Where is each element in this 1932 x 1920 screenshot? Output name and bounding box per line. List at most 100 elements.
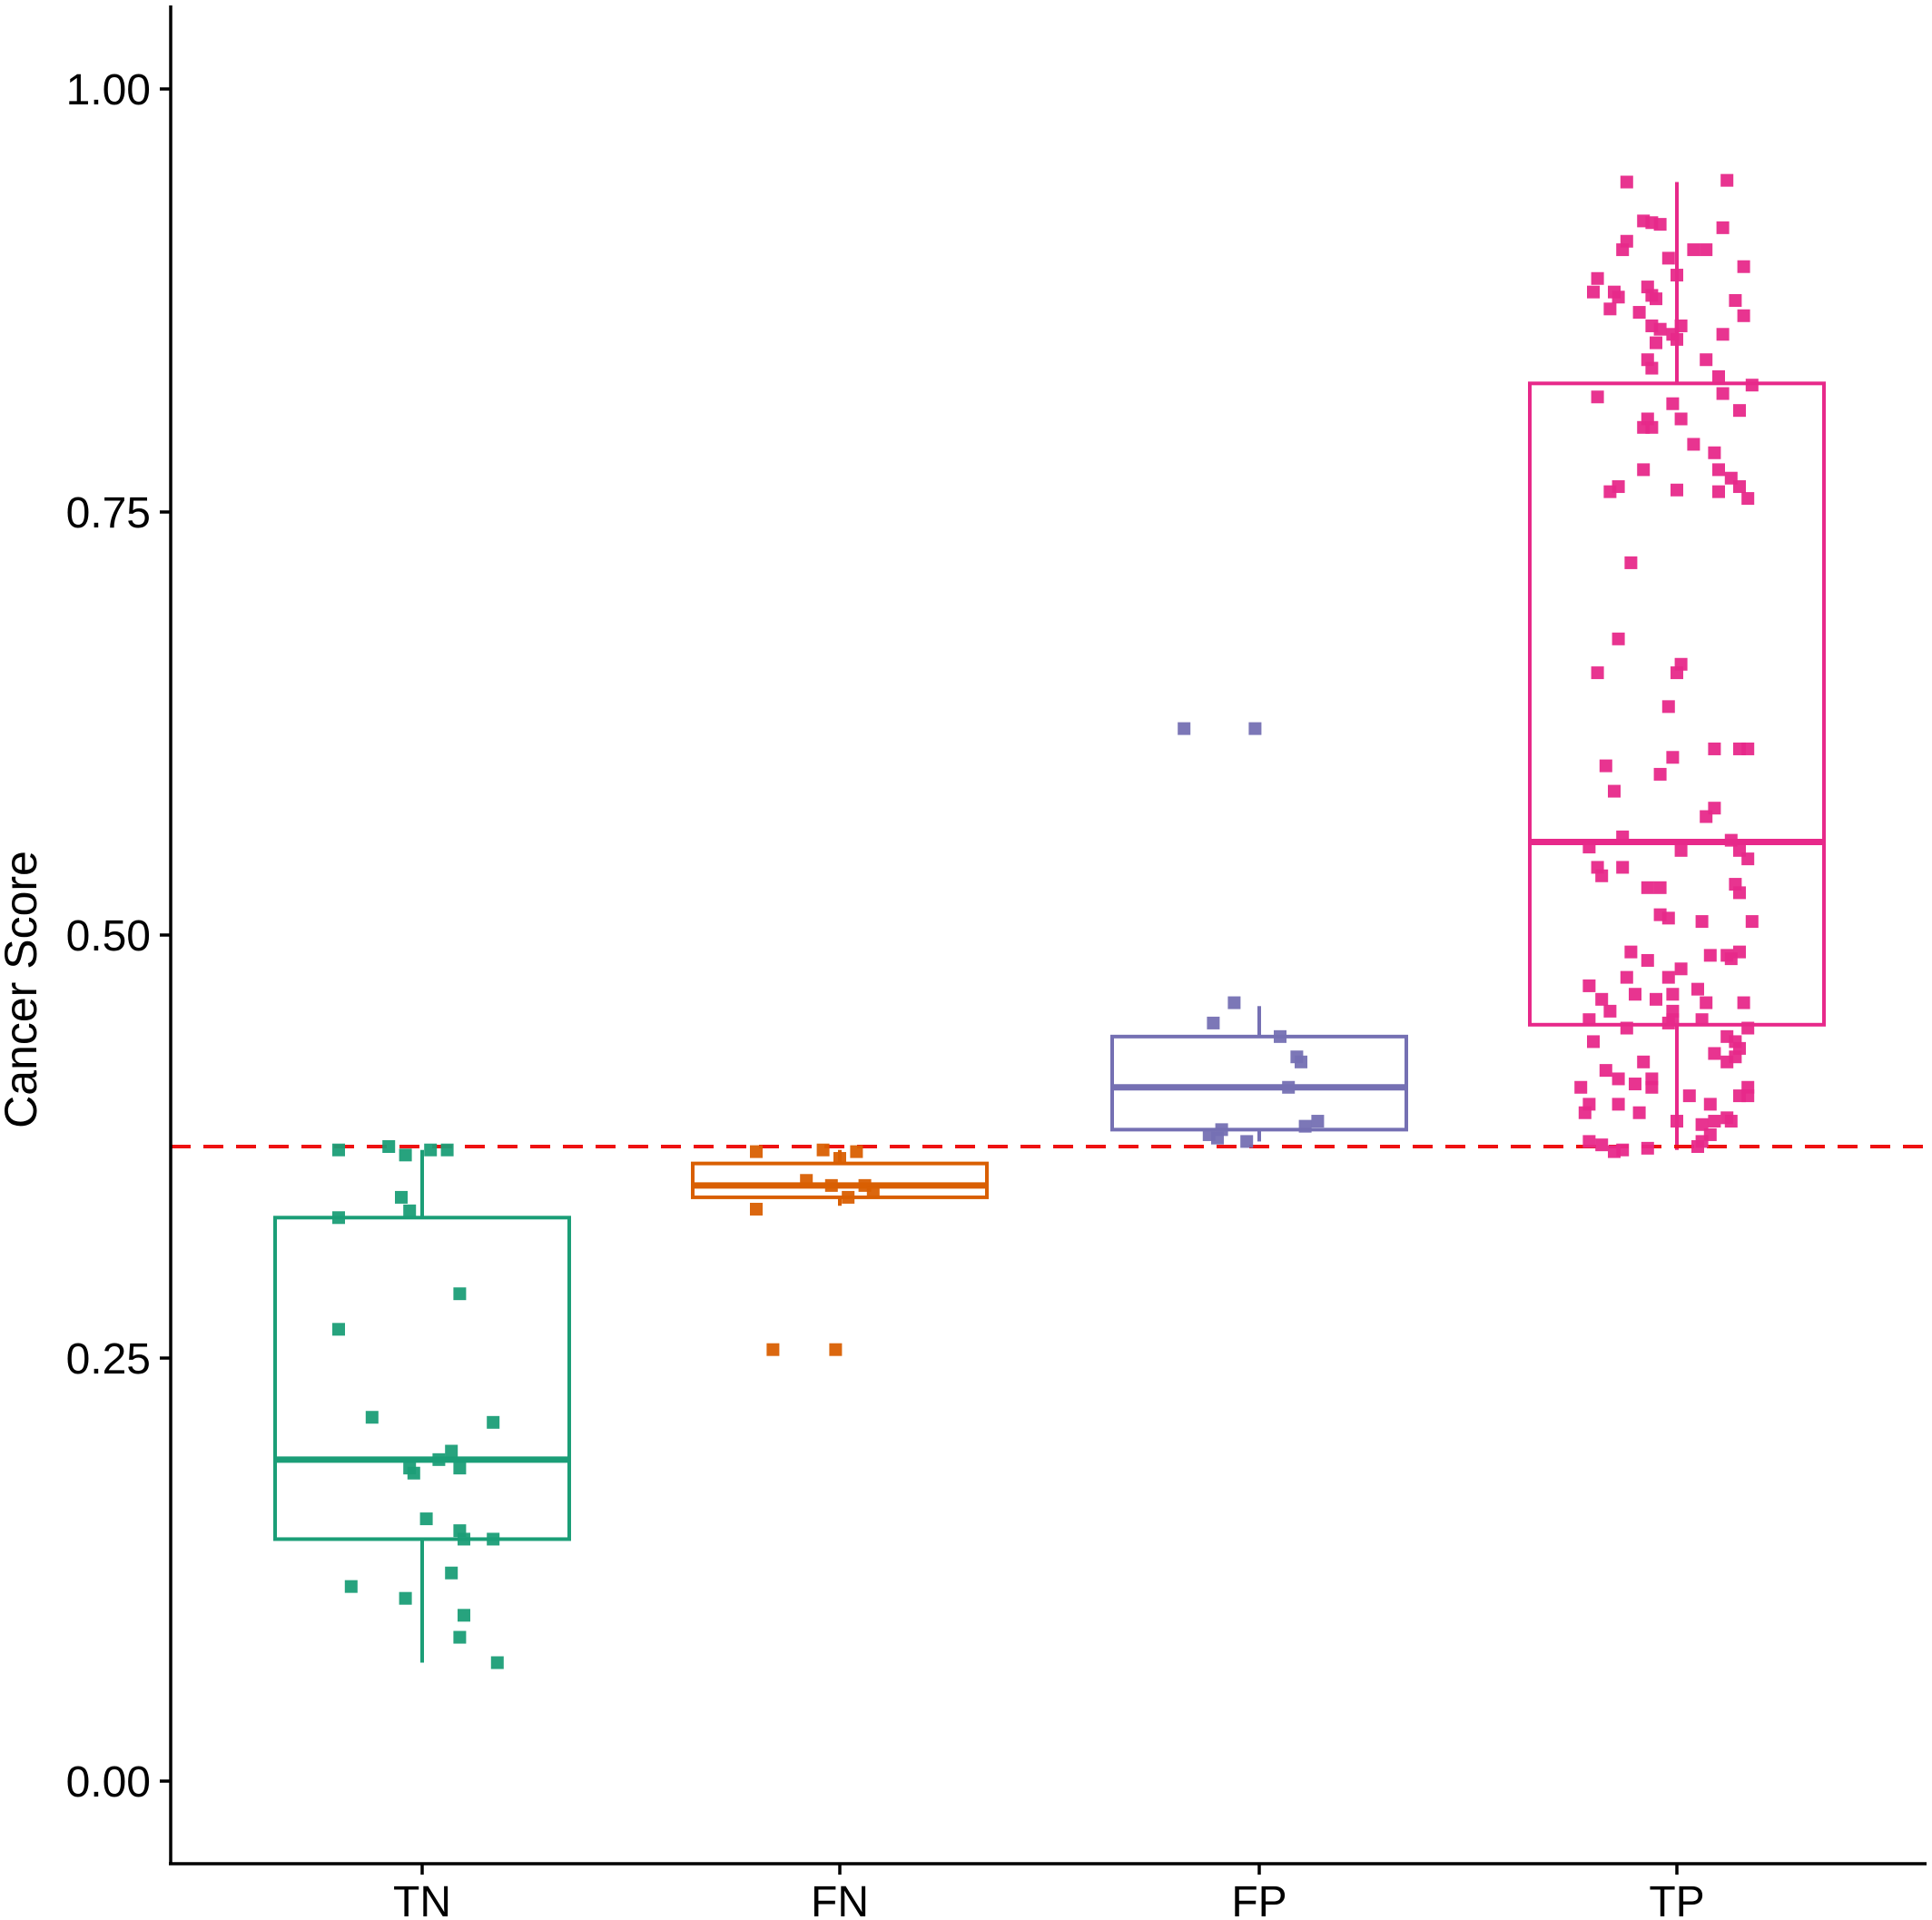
box-plot-groups (273, 182, 1826, 1663)
data-point (1671, 1115, 1683, 1128)
y-axis-title: Cancer Score (0, 851, 46, 1128)
data-point (1616, 861, 1630, 874)
data-point (432, 1452, 446, 1466)
data-point (1666, 397, 1680, 410)
data-point (1729, 294, 1742, 307)
data-point (1599, 759, 1612, 773)
data-point (1298, 1119, 1312, 1133)
data-point (365, 1411, 379, 1424)
data-point (419, 1512, 433, 1526)
data-point (1666, 988, 1680, 1001)
x-tick-label: TP (1649, 1878, 1704, 1920)
data-point (1716, 387, 1730, 400)
data-point (824, 1178, 838, 1192)
data-point (1674, 962, 1688, 976)
data-point (1620, 1021, 1633, 1035)
data-point (1599, 1064, 1612, 1078)
data-point (1695, 915, 1709, 929)
data-point (1674, 319, 1688, 332)
data-point (1637, 463, 1651, 477)
data-point (1587, 285, 1600, 299)
data-point (1178, 722, 1191, 735)
data-point (1608, 1145, 1621, 1158)
data-point (395, 1190, 408, 1204)
data-point (1720, 173, 1734, 187)
data-point (1703, 949, 1717, 962)
x-tick-label: FP (1231, 1878, 1286, 1920)
data-point (1591, 271, 1604, 285)
data-point (487, 1532, 500, 1546)
data-point (1274, 1029, 1286, 1043)
data-point (1695, 1118, 1709, 1131)
data-point (1578, 1106, 1592, 1119)
data-point (1700, 996, 1713, 1009)
data-point (1629, 1078, 1641, 1091)
data-point (1661, 700, 1675, 714)
data-point (399, 1591, 412, 1605)
data-point (1641, 881, 1654, 894)
data-point (445, 1566, 458, 1580)
data-point (750, 1202, 763, 1216)
data-point (332, 1323, 345, 1336)
data-point (766, 1343, 780, 1356)
data-point (850, 1145, 863, 1158)
data-point (1637, 1055, 1651, 1068)
x-tick-label: TN (393, 1878, 451, 1920)
data-point (1708, 446, 1721, 459)
data-point (1708, 1115, 1721, 1128)
data-point (1595, 869, 1609, 882)
data-point (487, 1415, 500, 1429)
y-tick-label: 0.50 (66, 912, 151, 960)
data-point (750, 1145, 763, 1158)
data-point (1582, 979, 1596, 992)
data-point (1661, 970, 1675, 984)
data-point (332, 1211, 345, 1225)
data-point (1608, 784, 1621, 798)
data-point (1682, 1089, 1696, 1103)
data-point (1661, 1016, 1675, 1029)
data-point (1674, 657, 1688, 671)
data-point (1712, 485, 1725, 498)
data-point (1632, 1106, 1646, 1119)
data-point (1671, 269, 1683, 282)
data-point (800, 1174, 813, 1187)
data-point (458, 1609, 470, 1622)
data-point (1603, 302, 1617, 316)
data-point (1661, 911, 1675, 925)
data-point (1248, 722, 1262, 735)
data-point (833, 1152, 846, 1166)
data-point (1741, 1021, 1755, 1035)
y-tick-label: 1.00 (66, 66, 151, 114)
data-point (1708, 1047, 1721, 1060)
data-point (1741, 492, 1755, 506)
data-point (1674, 412, 1688, 426)
data-point (1724, 833, 1738, 847)
data-point (424, 1143, 438, 1157)
data-point (1671, 483, 1683, 497)
data-point (1595, 1138, 1609, 1152)
data-point (1603, 485, 1617, 498)
data-point (1712, 369, 1725, 383)
data-point (1712, 463, 1725, 477)
data-point (1574, 1080, 1588, 1094)
data-point (1587, 1035, 1600, 1049)
y-axis-ticks: 0.00 0.25 0.50 0.75 1.00 (66, 66, 171, 1807)
y-tick-label: 0.00 (66, 1758, 151, 1807)
data-point (1674, 843, 1688, 857)
data-point (1700, 353, 1713, 367)
data-point (1687, 438, 1700, 451)
jitter-points (332, 173, 1759, 1669)
data-point (1612, 632, 1625, 645)
data-point (1666, 751, 1680, 764)
data-point (1687, 243, 1700, 257)
box-iqr (691, 1161, 989, 1199)
data-point (1620, 970, 1633, 984)
data-point (1716, 328, 1730, 341)
data-point (1653, 322, 1667, 336)
data-point (1733, 404, 1746, 418)
data-point (1700, 243, 1713, 257)
data-point (1612, 290, 1625, 304)
data-point (1741, 742, 1755, 755)
data-point (490, 1656, 504, 1669)
